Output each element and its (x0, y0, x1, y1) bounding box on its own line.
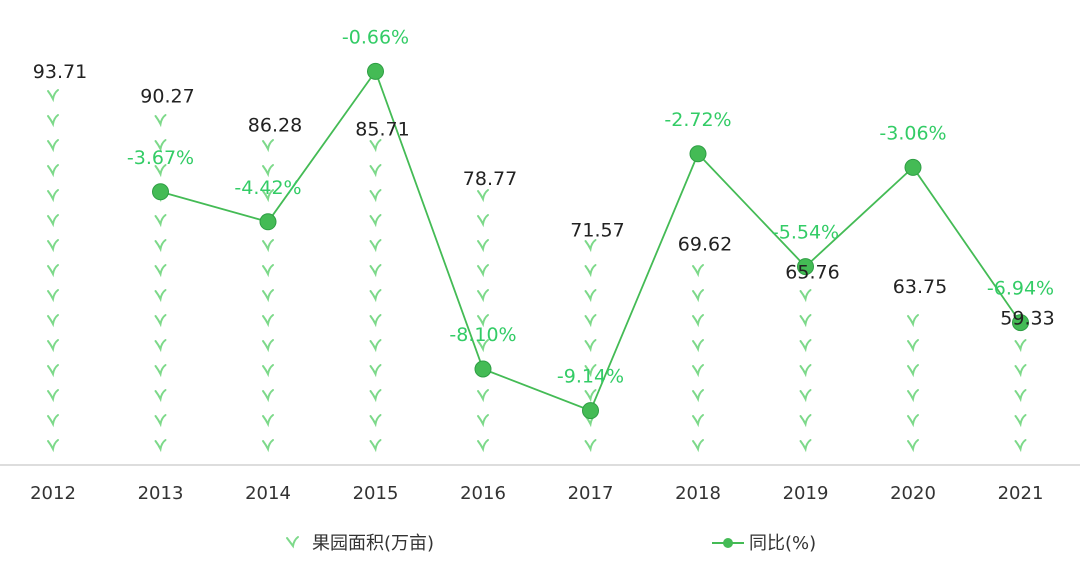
bar (477, 189, 489, 453)
bar (799, 289, 812, 453)
yoy-value-label: -0.66% (342, 26, 409, 48)
legend-item-yoy[interactable]: 同比(%) (712, 533, 816, 554)
yoy-line-series (152, 62, 1029, 420)
yoy-point[interactable] (797, 258, 814, 276)
bar-value-label: 85.71 (355, 118, 409, 140)
bar (907, 314, 919, 453)
yoy-point[interactable] (582, 402, 599, 420)
bar (154, 114, 167, 453)
yoy-point[interactable] (904, 158, 922, 176)
bar-value-label: 59.33 (1000, 307, 1054, 329)
yoy-value-label: -3.67% (127, 147, 194, 169)
x-tick-label: 2020 (890, 483, 936, 504)
yoy-value-label: -4.42% (234, 177, 301, 199)
legend-dot-marker (723, 538, 733, 548)
x-tick-label: 2017 (568, 483, 614, 504)
x-tick-label: 2018 (675, 483, 721, 504)
bar-value-label: 78.77 (463, 168, 517, 190)
x-tick-label: 2019 (783, 483, 829, 504)
bar-value-label: 63.75 (893, 276, 947, 298)
bar (369, 139, 382, 453)
sprout-icon (286, 536, 299, 549)
yoy-value-labels: -3.67% -4.42% -0.66% -8.10% -9.14% -2.72% -5.5… (127, 26, 1054, 387)
x-axis-ticks: 2012 2013 2014 2015 2016 2017 2018 2019 2020 2021 (30, 483, 1043, 504)
yoy-value-label: -3.06% (879, 122, 946, 144)
bar-value-label: 86.28 (248, 114, 302, 136)
x-tick-label: 2014 (245, 483, 291, 504)
bar-value-label: 93.71 (33, 61, 87, 83)
bar (584, 239, 597, 453)
bar-value-labels: 93.71 90.27 86.28 85.71 78.77 71.57 69.62 65.76… (33, 61, 1055, 329)
bar (1014, 339, 1027, 453)
bar-value-label: 71.57 (570, 220, 624, 242)
yoy-value-label: -8.10% (449, 324, 516, 346)
x-tick-label: 2016 (460, 483, 506, 504)
x-tick-label: 2021 (998, 483, 1044, 504)
yoy-value-label: -9.14% (557, 366, 624, 388)
yoy-value-label: -2.72% (664, 109, 731, 131)
bar (692, 264, 704, 453)
yoy-point[interactable] (689, 145, 707, 163)
yoy-point[interactable] (1012, 314, 1029, 332)
x-tick-label: 2012 (30, 483, 76, 504)
yoy-point[interactable] (259, 213, 277, 231)
legend-label-orchard-area: 果园面积(万亩) (312, 533, 434, 554)
yoy-value-label: -5.54% (772, 222, 839, 244)
yoy-point[interactable] (152, 183, 169, 201)
legend-label-yoy: 同比(%) (749, 533, 816, 554)
x-tick-label: 2015 (353, 483, 399, 504)
bar-value-label: 69.62 (678, 234, 732, 256)
x-tick-label: 2013 (138, 483, 184, 504)
bar-value-label: 90.27 (140, 86, 194, 108)
legend-item-orchard-area[interactable]: 果园面积(万亩) (286, 533, 434, 554)
bar-value-label: 65.76 (785, 261, 839, 283)
legend: 果园面积(万亩) 同比(%) (286, 533, 816, 554)
yoy-value-label: -6.94% (987, 278, 1054, 300)
bar (47, 89, 59, 453)
yoy-point[interactable] (474, 360, 492, 378)
yoy-point[interactable] (367, 62, 384, 80)
